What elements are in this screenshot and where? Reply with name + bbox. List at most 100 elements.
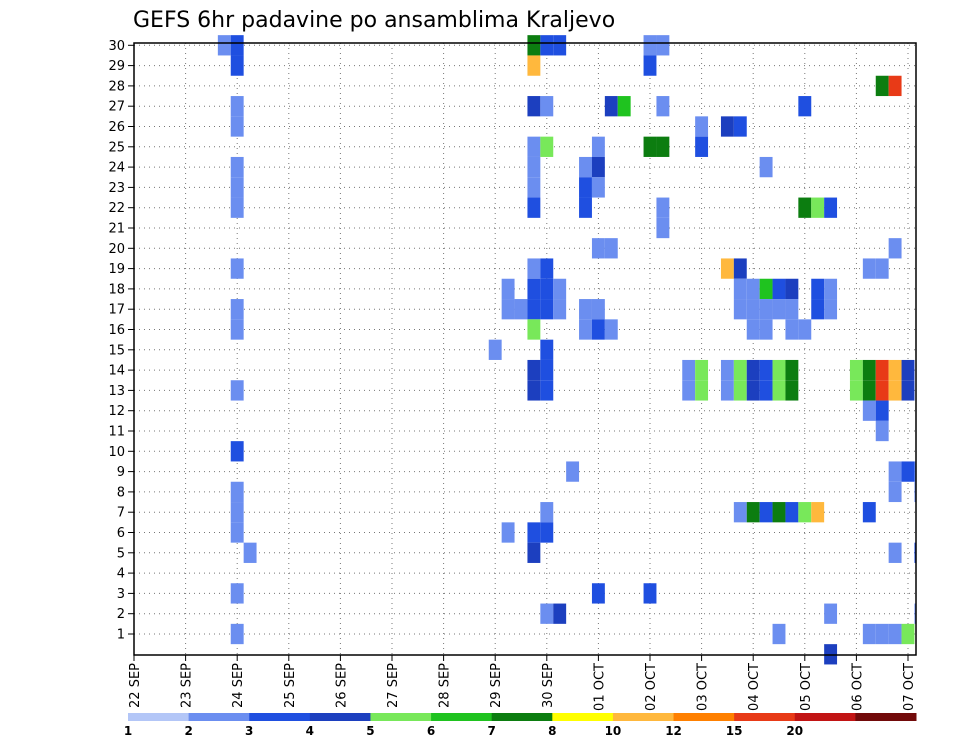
data-cell — [527, 319, 541, 340]
data-cell — [656, 217, 670, 239]
data-cell — [527, 258, 541, 279]
x-axis: 22 SEP 23 SEP 24 SEP 25 SEP 26 SEP 27 SEP 28 S… — [128, 655, 917, 711]
x-tick-label: 01 OCT — [592, 663, 607, 711]
data-cell — [746, 359, 760, 381]
data-cell — [849, 359, 863, 381]
data-cell — [230, 156, 244, 178]
y-tick-label: 28 — [108, 79, 125, 94]
data-cell — [901, 623, 915, 645]
data-cell — [772, 380, 786, 401]
data-cell — [540, 502, 554, 523]
data-cell — [875, 420, 889, 442]
data-cell — [527, 299, 541, 320]
data-cell — [901, 461, 915, 482]
data-cell — [230, 116, 244, 137]
data-cell — [230, 522, 244, 543]
colorbar-segment — [612, 713, 675, 721]
data-cell — [540, 339, 554, 360]
colorbar-segment — [552, 713, 614, 721]
data-cell — [772, 502, 786, 523]
data-cell — [230, 441, 244, 462]
data-cell — [862, 400, 876, 421]
y-tick-label: 15 — [108, 343, 125, 358]
data-cell — [230, 177, 244, 198]
data-cell — [888, 542, 902, 563]
y-tick-label: 24 — [108, 161, 125, 176]
data-cell — [566, 461, 580, 482]
data-cell — [540, 603, 554, 624]
data-cell — [527, 96, 541, 117]
x-tick-label: 29 SEP — [489, 663, 504, 708]
x-tick-label: 23 SEP — [180, 663, 195, 708]
data-cell — [540, 359, 554, 381]
data-cell — [695, 380, 709, 401]
data-cell — [785, 319, 799, 340]
data-cell — [617, 96, 631, 117]
y-tick-label: 8 — [117, 485, 125, 500]
data-cell — [888, 623, 902, 645]
data-cell — [772, 278, 786, 300]
colorbar-label: 2 — [184, 724, 192, 738]
x-tick-label: 22 SEP — [128, 663, 143, 708]
data-cell — [746, 278, 760, 300]
y-tick-label: 19 — [108, 262, 125, 277]
data-cell — [230, 258, 244, 279]
data-cell — [230, 319, 244, 340]
data-cell — [746, 299, 760, 320]
y-tick-label: 11 — [108, 425, 125, 440]
x-tick-label: 27 SEP — [386, 663, 401, 708]
data-cell — [527, 35, 541, 56]
data-cell — [553, 278, 567, 300]
y-tick-label: 3 — [117, 587, 125, 602]
data-cell — [759, 156, 773, 178]
data-cell — [811, 278, 825, 300]
y-tick-label: 6 — [117, 526, 125, 541]
data-cell — [695, 359, 709, 381]
data-cell — [798, 96, 812, 117]
data-cell — [759, 359, 773, 381]
y-tick-label: 20 — [108, 242, 125, 257]
data-cell — [230, 55, 244, 76]
data-cell — [901, 359, 915, 381]
y-tick-label: 18 — [108, 282, 125, 297]
data-cell — [759, 278, 773, 300]
data-cell — [591, 299, 605, 320]
y-tick-label: 27 — [108, 100, 125, 115]
data-cell — [553, 299, 567, 320]
data-cell — [579, 197, 592, 218]
x-tick-label: 07 OCT — [902, 663, 917, 711]
data-cell — [682, 359, 696, 381]
data-cell — [230, 380, 244, 401]
data-cell — [914, 603, 916, 624]
data-cell — [746, 502, 760, 523]
x-tick-label: 24 SEP — [231, 663, 246, 708]
data-cell — [785, 359, 799, 381]
data-cell — [591, 319, 605, 340]
x-tick-label: 06 OCT — [850, 663, 865, 711]
data-cell — [591, 238, 605, 259]
data-cell — [772, 299, 786, 320]
data-cell — [772, 623, 786, 645]
colorbar-segment — [128, 713, 190, 721]
data-cell — [785, 380, 799, 401]
y-tick-label: 17 — [108, 303, 125, 318]
data-cell — [527, 522, 541, 543]
data-cell — [824, 197, 838, 218]
data-cell — [682, 380, 696, 401]
data-cell — [759, 380, 773, 401]
data-cell — [901, 380, 915, 401]
data-cell — [527, 156, 541, 178]
data-cell — [591, 156, 605, 178]
data-cell — [798, 502, 812, 523]
data-cell — [785, 278, 799, 300]
data-cell — [579, 299, 592, 320]
data-cells — [217, 35, 916, 665]
data-cell — [811, 502, 825, 523]
data-cell — [733, 299, 747, 320]
data-cell — [243, 542, 257, 563]
data-cell — [720, 116, 734, 137]
data-cell — [733, 502, 747, 523]
data-cell — [230, 35, 244, 56]
data-cell — [527, 177, 541, 198]
colorbar-segment — [491, 713, 553, 721]
